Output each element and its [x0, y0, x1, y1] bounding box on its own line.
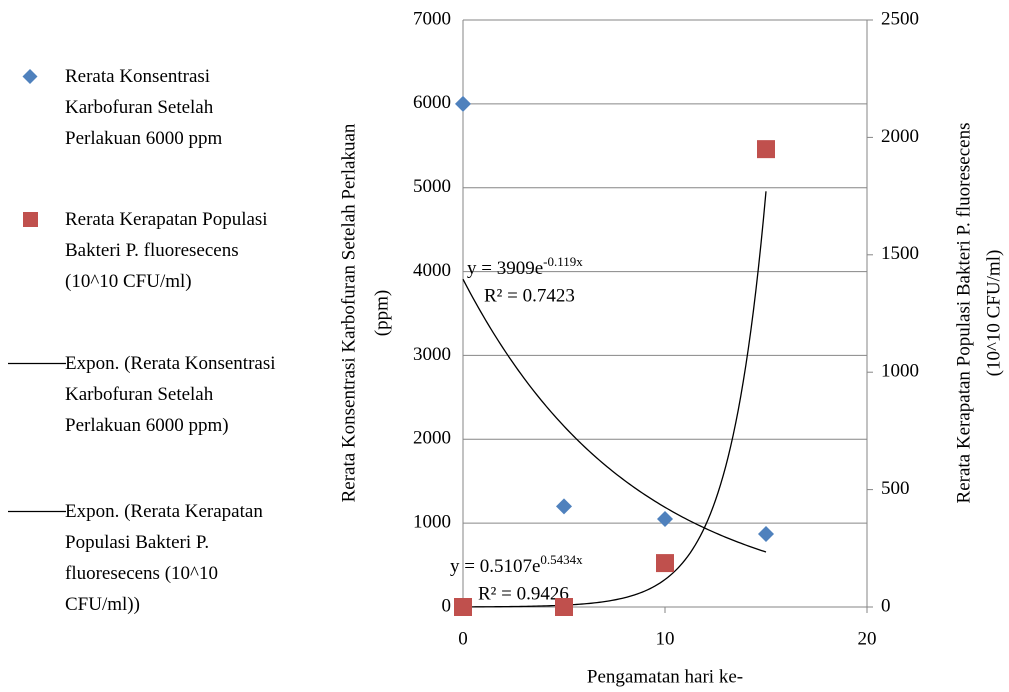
x-axis-title: Pengamatan hari ke-: [587, 666, 743, 687]
legend-key: [0, 496, 66, 527]
legend-key: [0, 61, 64, 92]
y-tick-label: 4000: [413, 260, 451, 281]
legend-key: [0, 204, 64, 235]
y-tick-label: 7000: [413, 8, 451, 29]
trendline: [463, 191, 766, 607]
equation-base: y = 3909e: [467, 258, 543, 279]
point: [454, 598, 472, 616]
trend-equation: y = 3909e-0.119x: [467, 254, 583, 279]
y2-tick-label: 500: [881, 478, 910, 499]
point: [656, 554, 674, 572]
point: [757, 140, 775, 158]
point: [758, 526, 774, 542]
y2-tick-label: 2000: [881, 126, 919, 147]
legend-label: Expon. (Rerata Kerapatan Populasi Bakter…: [65, 496, 285, 620]
legend-label: Rerata Konsentrasi Karbofuran Setelah Pe…: [65, 61, 285, 154]
y-tick-label: 6000: [413, 92, 451, 113]
y-tick-label: 3000: [413, 344, 451, 365]
trend-equation: y = 0.5107e0.5434x: [450, 552, 583, 577]
equation-exponent: -0.119x: [543, 254, 583, 269]
x-tick-label: 10: [656, 628, 675, 649]
x-tick-label: 20: [858, 628, 877, 649]
legend-marker: [23, 212, 38, 227]
point: [556, 498, 572, 514]
point: [657, 511, 673, 527]
legend-marker: [23, 69, 38, 84]
y2-axis-title: Rerata Kerapatan Populasi Bakteri P. flu…: [953, 123, 974, 504]
legend-label: Rerata Kerapatan Populasi Bakteri P. flu…: [65, 204, 285, 297]
x-tick-label: 0: [458, 628, 468, 649]
equation-exponent: 0.5434x: [540, 552, 583, 567]
trend-r2: R² = 0.7423: [484, 285, 575, 306]
equation-base: y = 0.5107e: [450, 556, 540, 577]
y2-tick-label: 0: [881, 595, 891, 616]
chart-root: Pengamatan hari ke- Rerata Konsentrasi K…: [0, 0, 1009, 692]
y2-tick-label: 2500: [881, 8, 919, 29]
y-tick-label: 5000: [413, 176, 451, 197]
y2-tick-label: 1500: [881, 243, 919, 264]
y-tick-label: 0: [442, 595, 452, 616]
point: [455, 96, 471, 112]
point: [555, 598, 573, 616]
y-axis-title: Rerata Konsentrasi Karbofuran Setelah Pe…: [338, 123, 359, 502]
trendline: [463, 279, 766, 552]
y-tick-label: 1000: [413, 512, 451, 533]
y2-axis-title: (10^10 CFU/ml): [983, 250, 1004, 377]
y2-tick-label: 1000: [881, 361, 919, 382]
y-tick-label: 2000: [413, 428, 451, 449]
legend-key: [0, 348, 66, 379]
y-axis-title: (ppm): [371, 290, 392, 336]
legend-label: Expon. (Rerata Konsentrasi Karbofuran Se…: [65, 348, 285, 441]
